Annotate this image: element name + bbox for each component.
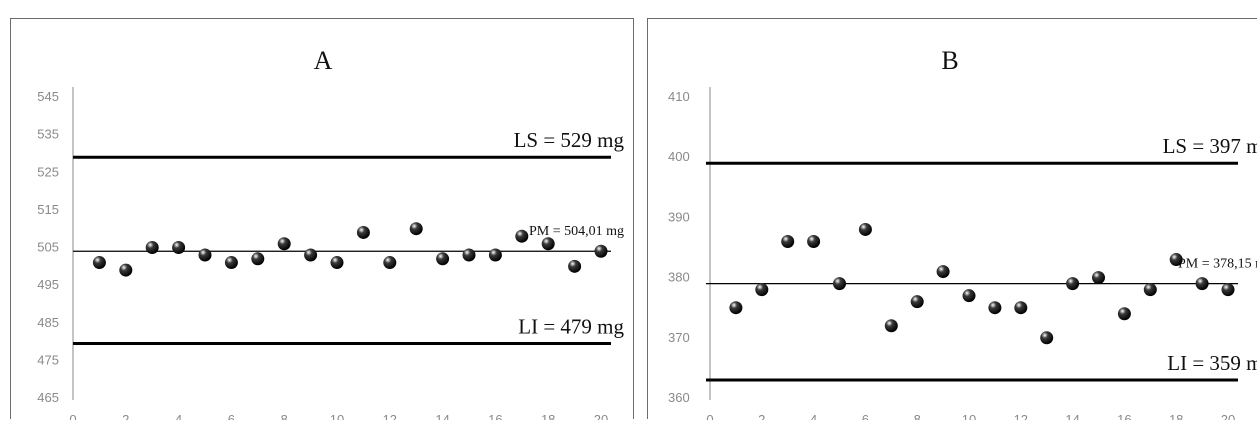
chart-b-y-tick-label: 370: [668, 330, 690, 345]
chart-b-lower-limit-label: LI = 359 mg: [1167, 351, 1257, 375]
chart-a-y-tick-label: 505: [37, 240, 59, 255]
chart-b-data-point: [962, 289, 976, 303]
chart-a-y-tick-label: 545: [37, 89, 59, 104]
chart-b-title: B: [941, 46, 958, 75]
chart-a-data-point: [594, 244, 608, 258]
chart-b-y-tick-label: 400: [668, 149, 690, 164]
chart-a-y-tick-label: 475: [37, 352, 59, 367]
chart-a-data-point: [409, 222, 423, 236]
chart-b-data-point: [858, 222, 872, 236]
chart-a-data-point: [356, 225, 370, 239]
chart-b-y-tick-label: 410: [668, 89, 690, 104]
chart-b-data-point: [807, 234, 821, 248]
chart-a-data-point: [541, 237, 555, 251]
chart-b-y-tick-label: 360: [668, 390, 690, 405]
chart-b-data-point: [1014, 301, 1028, 315]
chart-b-data-point: [936, 265, 950, 279]
chart-b-data-point: [1092, 271, 1105, 285]
chart-a-y-tick-label: 495: [37, 277, 59, 292]
chart-a-mean-label: PM = 504,01 mg: [529, 224, 624, 239]
chart-a-data-point: [145, 241, 159, 254]
chart-a-y-tick-label: 525: [37, 164, 59, 179]
chart-a-data-point: [119, 263, 133, 277]
chart-a-data-point: [251, 252, 265, 266]
chart-a-data-point: [277, 237, 291, 251]
chart-a-y-tick-label: 485: [37, 315, 59, 330]
chart-b-data-point: [729, 301, 743, 315]
chart-a-data-point: [383, 256, 397, 270]
chart-b-data-point: [1195, 277, 1209, 291]
chart-b-data-point: [910, 295, 924, 309]
chart-b-data-point: [884, 319, 898, 333]
chart-a-data-point: [436, 252, 450, 266]
chart-a-data-point: [92, 256, 106, 270]
chart-a-data-point: [568, 259, 582, 273]
chart-b-data-point: [1169, 253, 1183, 267]
chart-a-y-tick-label: 535: [37, 127, 59, 142]
chart-b-data-point: [833, 277, 846, 291]
chart-a-data-point: [330, 256, 344, 270]
chart-a-title: A: [314, 46, 333, 75]
chart-a-data-point: [172, 241, 186, 254]
chart-b-data-point: [1066, 277, 1080, 291]
chart-a-data-point: [224, 256, 238, 270]
chart-b-data-point: [781, 234, 795, 248]
chart-a-data-point: [198, 248, 212, 262]
chart-b-data-point: [755, 283, 769, 297]
chart-a-data-point: [515, 229, 529, 243]
chart-b-y-tick-label: 390: [668, 209, 690, 224]
chart-a-lower-limit-label: LI = 479 mg: [518, 314, 624, 338]
chart-a-data-point: [488, 248, 502, 262]
chart-b-mean-label: PM = 378,15 mg: [1178, 257, 1257, 272]
chart-b-data-point: [1040, 331, 1054, 345]
chart-a-y-tick-label: 465: [37, 390, 59, 405]
chart-panel-b: B 410 400 390 380 370 360 0 2 4 6 8 10 12 14 16 18 20 LS =…: [647, 18, 1257, 425]
chart-b-data-point: [1143, 283, 1157, 297]
chart-panel-a: A 545 535 525 515 505 495 485 475 465 0 2 4 6 8 10 12 14 1…: [10, 18, 634, 425]
chart-b-data-point: [1117, 307, 1131, 321]
chart-b-y-tick-label: 380: [668, 270, 690, 285]
chart-b-data-point: [1221, 283, 1235, 297]
chart-a-data-point: [304, 248, 318, 262]
chart-a-data-point: [462, 248, 476, 262]
chart-b-upper-limit-label: LS = 397 mg: [1163, 134, 1257, 158]
chart-b-data-point: [988, 301, 1002, 315]
chart-a-y-tick-label: 515: [37, 202, 59, 217]
chart-a-upper-limit-label: LS = 529 mg: [514, 128, 625, 152]
